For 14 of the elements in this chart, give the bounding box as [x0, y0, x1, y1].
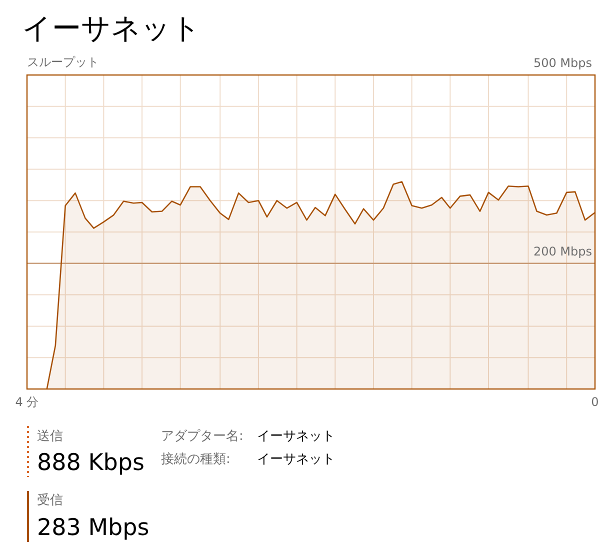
y-axis-title: スループット [27, 55, 99, 69]
text: 受信 [37, 493, 63, 508]
text: 送信 [37, 429, 63, 444]
text: 接続の種類: [161, 452, 230, 467]
text: 888 Kbps [37, 450, 144, 476]
text: イーサネット [257, 429, 335, 444]
chart-title: イーサネット [22, 11, 201, 45]
text: アダプター名: [161, 429, 244, 444]
x-tick-label: 0 [591, 395, 599, 409]
y-tick-label: 500 Mbps [533, 56, 592, 70]
text: イーサネット [257, 452, 335, 467]
x-tick-label: 4 分 [15, 395, 39, 409]
y-tick-label: 200 Mbps [533, 244, 592, 258]
text: 283 Mbps [37, 515, 150, 541]
